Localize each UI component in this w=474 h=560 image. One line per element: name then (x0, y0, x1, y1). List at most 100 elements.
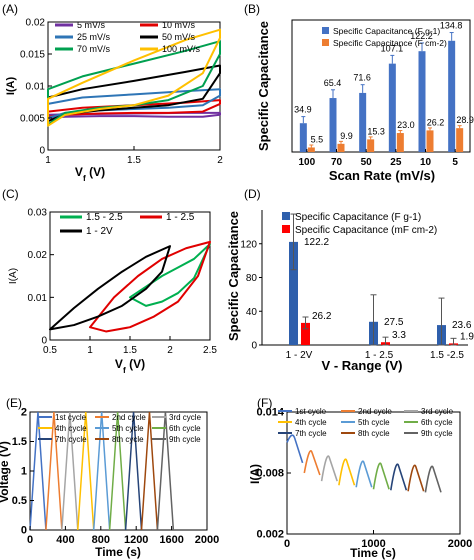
x-axis-label: Time (s) (95, 545, 141, 559)
legend-swatch (282, 212, 290, 220)
x-tick-label: 400 (56, 534, 74, 546)
legend-swatch (322, 39, 329, 46)
legend-label: 1st cycle (55, 413, 87, 422)
x-tick-label: 1 - 2V (286, 350, 313, 361)
x-tick-label: 70 (331, 157, 343, 168)
bar (299, 123, 307, 152)
y-tick-label: 0.02 (28, 250, 48, 261)
charge-cycle (140, 411, 159, 531)
x-tick-label: 2000 (448, 538, 472, 550)
x-tick-label: 100 (298, 157, 315, 168)
data-label: 15.3 (367, 126, 385, 136)
data-label: 65.4 (324, 78, 342, 88)
x-tick-label: 2 (217, 155, 223, 166)
y-tick-label: 0.002 (256, 529, 284, 541)
x-tick-label: 2000 (195, 534, 219, 546)
legend-label: 4th cycle (295, 418, 327, 427)
discharge-cycle (303, 450, 321, 476)
legend: 1.5 - 2.5 1 - 2.5 1 - 2V (60, 212, 195, 237)
charge-cycle (45, 411, 63, 531)
y-tick-label: 0.5 (12, 495, 27, 507)
y-tick-label: 120 (240, 239, 257, 250)
data-label: 23.0 (397, 120, 415, 130)
x-tick-label: 0.5 (43, 345, 57, 356)
bar (359, 92, 367, 152)
data-label: 34.9 (294, 105, 312, 115)
legend-label: 50 mV/s (162, 32, 196, 42)
charge-cycle (156, 411, 175, 531)
charge-cycle (92, 411, 111, 531)
y-tick-label: 0 (251, 341, 257, 352)
x-tick-label: 800 (92, 534, 110, 546)
cv-loop-1-2-5 (89, 240, 211, 333)
legend-label: 2nd cycle (112, 413, 146, 422)
bar (426, 130, 434, 152)
x-tick-label: 1 (45, 155, 51, 166)
legend-label: 5 mV/s (77, 20, 106, 30)
y-axis-label: I(A) (5, 77, 17, 96)
discharge-cycle (372, 462, 390, 490)
discharge-cycle (355, 460, 373, 488)
panel-a: (A) 1 1.5 2 0 0.005 0.01 0.015 0.02 Vf (V) I(A) 5 m… (2, 2, 223, 183)
discharge-cycle (390, 463, 408, 491)
legend-label: 9th cycle (421, 429, 453, 438)
x-tick-label: 1200 (124, 534, 148, 546)
x-tick-label: 1000 (361, 538, 385, 550)
plot-frame (291, 19, 471, 153)
data-label: 9.9 (340, 131, 353, 141)
x-tick-label: 10 (420, 157, 432, 168)
bar (456, 128, 464, 152)
y-tick-label: 0.01 (26, 82, 46, 93)
charge-cycle (77, 411, 95, 531)
legend-label: 25 mV/s (77, 32, 111, 42)
panel-label: (F) (257, 396, 272, 410)
data-label: 1.9 (460, 331, 474, 342)
discharge-cycle (407, 464, 425, 492)
y-tick-label: 2 (21, 407, 27, 419)
x-tick-label: 1.5 (127, 155, 141, 166)
y-tick-label: 0.008 (256, 468, 284, 480)
legend-label: 7th cycle (295, 429, 327, 438)
cv-loop-70-mV-s (47, 40, 221, 126)
charge-cycle (108, 411, 127, 531)
charge-cycle (61, 411, 79, 531)
y-tick-label: 1 (21, 466, 27, 478)
y-axis-label: Specific Capacitance (256, 21, 271, 151)
bar (418, 51, 426, 153)
legend-label: 3rd cycle (421, 407, 454, 416)
data-label: 107.1 (381, 43, 404, 53)
data-label: 26.2 (312, 311, 332, 322)
bar (388, 63, 396, 152)
cv-loop-50-mV-s (47, 64, 221, 123)
y-axis-label: Specific Capacitance (226, 211, 241, 341)
legend: 1st cycle 2nd cycle 3rd cycle 4th cycle 5th … (278, 407, 454, 438)
bar (337, 143, 345, 152)
legend: 5 mV/s 10 mV/s 25 mV/s 50 mV/s 70 mV/s 100 mV… (55, 20, 201, 54)
cv-loop-100-mV-s (47, 28, 221, 127)
panel-e: (E) 0 400 800 1200 1600 2000 0 0.5 1 1.5 2 Time (s) V… (0, 396, 219, 559)
x-tick-label: 50 (361, 157, 373, 168)
charge-cycle (124, 411, 143, 531)
discharge-cycle (320, 455, 338, 482)
data-label: 26.2 (427, 117, 445, 127)
panel-label: (D) (244, 187, 261, 201)
panel-b: (B) 34.9 5.5 100 65.4 9.9 70 71.6 15.3 50 107.1 23.… (244, 2, 474, 183)
bar (367, 139, 375, 152)
legend-label: 5th cycle (358, 418, 390, 427)
x-axis-label: V - Range (V) (322, 358, 403, 373)
x-axis-label: Time (s) (350, 546, 396, 560)
bar (329, 98, 337, 152)
legend-label: 9th cycle (169, 435, 201, 444)
data-label: 122.2 (304, 237, 329, 248)
x-tick-label: 1 (87, 345, 93, 356)
legend-label: 1st cycle (295, 407, 327, 416)
legend-label: 7th cycle (55, 435, 87, 444)
bar (307, 147, 315, 152)
legend-label: Specific Capacitance (F g-1) (295, 212, 421, 223)
y-axis-label: I(A) (8, 268, 19, 284)
bar (448, 40, 456, 152)
y-tick-label: 40 (246, 307, 258, 318)
legend-label: 100 mV/s (162, 44, 201, 54)
legend-label: 5th cycle (112, 424, 144, 433)
